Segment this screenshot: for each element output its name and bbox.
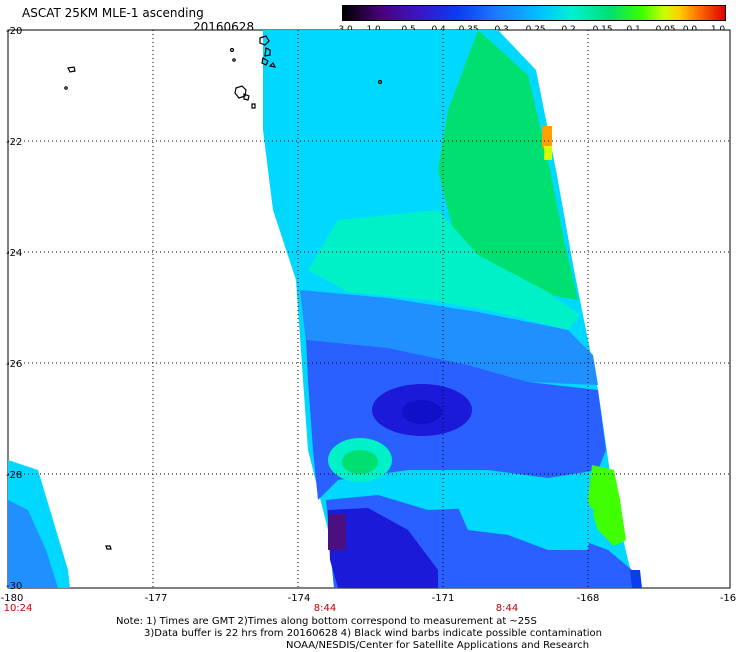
lat-label: -30 [6,581,23,592]
island-west-a [67,66,76,73]
island-dot-a [229,47,235,53]
swath-purple-patch [328,514,346,550]
swath-green-east [588,465,626,546]
swath-light-blue-band [300,290,598,385]
lat-label: -24 [6,248,23,259]
island-outlines [64,35,383,550]
lon-label: -177 [144,593,168,604]
lon-gridlines [152,30,589,588]
lat-label: -20 [6,26,23,37]
lat-gridlines [8,140,730,475]
swath-green-band [438,30,578,300]
swath-map [7,29,731,589]
swath-yellow-pixel [544,146,552,160]
island-dot-b [232,58,236,62]
swath-west [8,460,70,588]
time-label: 8:44 [313,603,337,614]
swath-green-blob [342,450,378,474]
colorbar [342,5,726,21]
swath-deep-blue-core-inner [402,400,442,424]
note-line-3: NOAA/NESDIS/Center for Satellite Applica… [286,640,590,651]
swath-deep-blue-sw [328,508,438,588]
swath-main [263,30,642,588]
island-cluster-a [234,85,250,101]
time-label: 8:44 [495,603,519,614]
lon-label: -171 [431,593,455,604]
map-title: ASCAT 25KM MLE-1 ascending [22,6,204,20]
swath-west-blue [8,500,58,588]
footnotes: Note: 1) Times are GMT 2)Times along bot… [116,616,602,652]
lon-label: -174 [287,593,311,604]
lon-label: -16 [719,593,737,604]
lon-label: -168 [576,593,600,604]
swath-orange-pixel [542,126,552,148]
swath-south-aqua [448,482,594,550]
lon-label: -180 [0,593,24,604]
island-dot-c [377,79,383,85]
swath-far-east-edge [630,570,642,588]
island-fiji-group [259,35,277,68]
lat-label: -22 [6,137,23,148]
island-dot-d [64,86,68,90]
note-line-2: 3)Data buffer is 22 hrs from 20160628 4)… [144,628,602,639]
island-small-a [251,103,256,109]
time-label: 10:24 [3,603,33,614]
note-line-1: Note: 1) Times are GMT 2)Times along bot… [116,616,537,627]
swath-aqua-band [308,210,580,330]
island-west-b [105,545,112,550]
lat-label: -28 [6,470,23,481]
lat-label: -26 [6,359,23,370]
